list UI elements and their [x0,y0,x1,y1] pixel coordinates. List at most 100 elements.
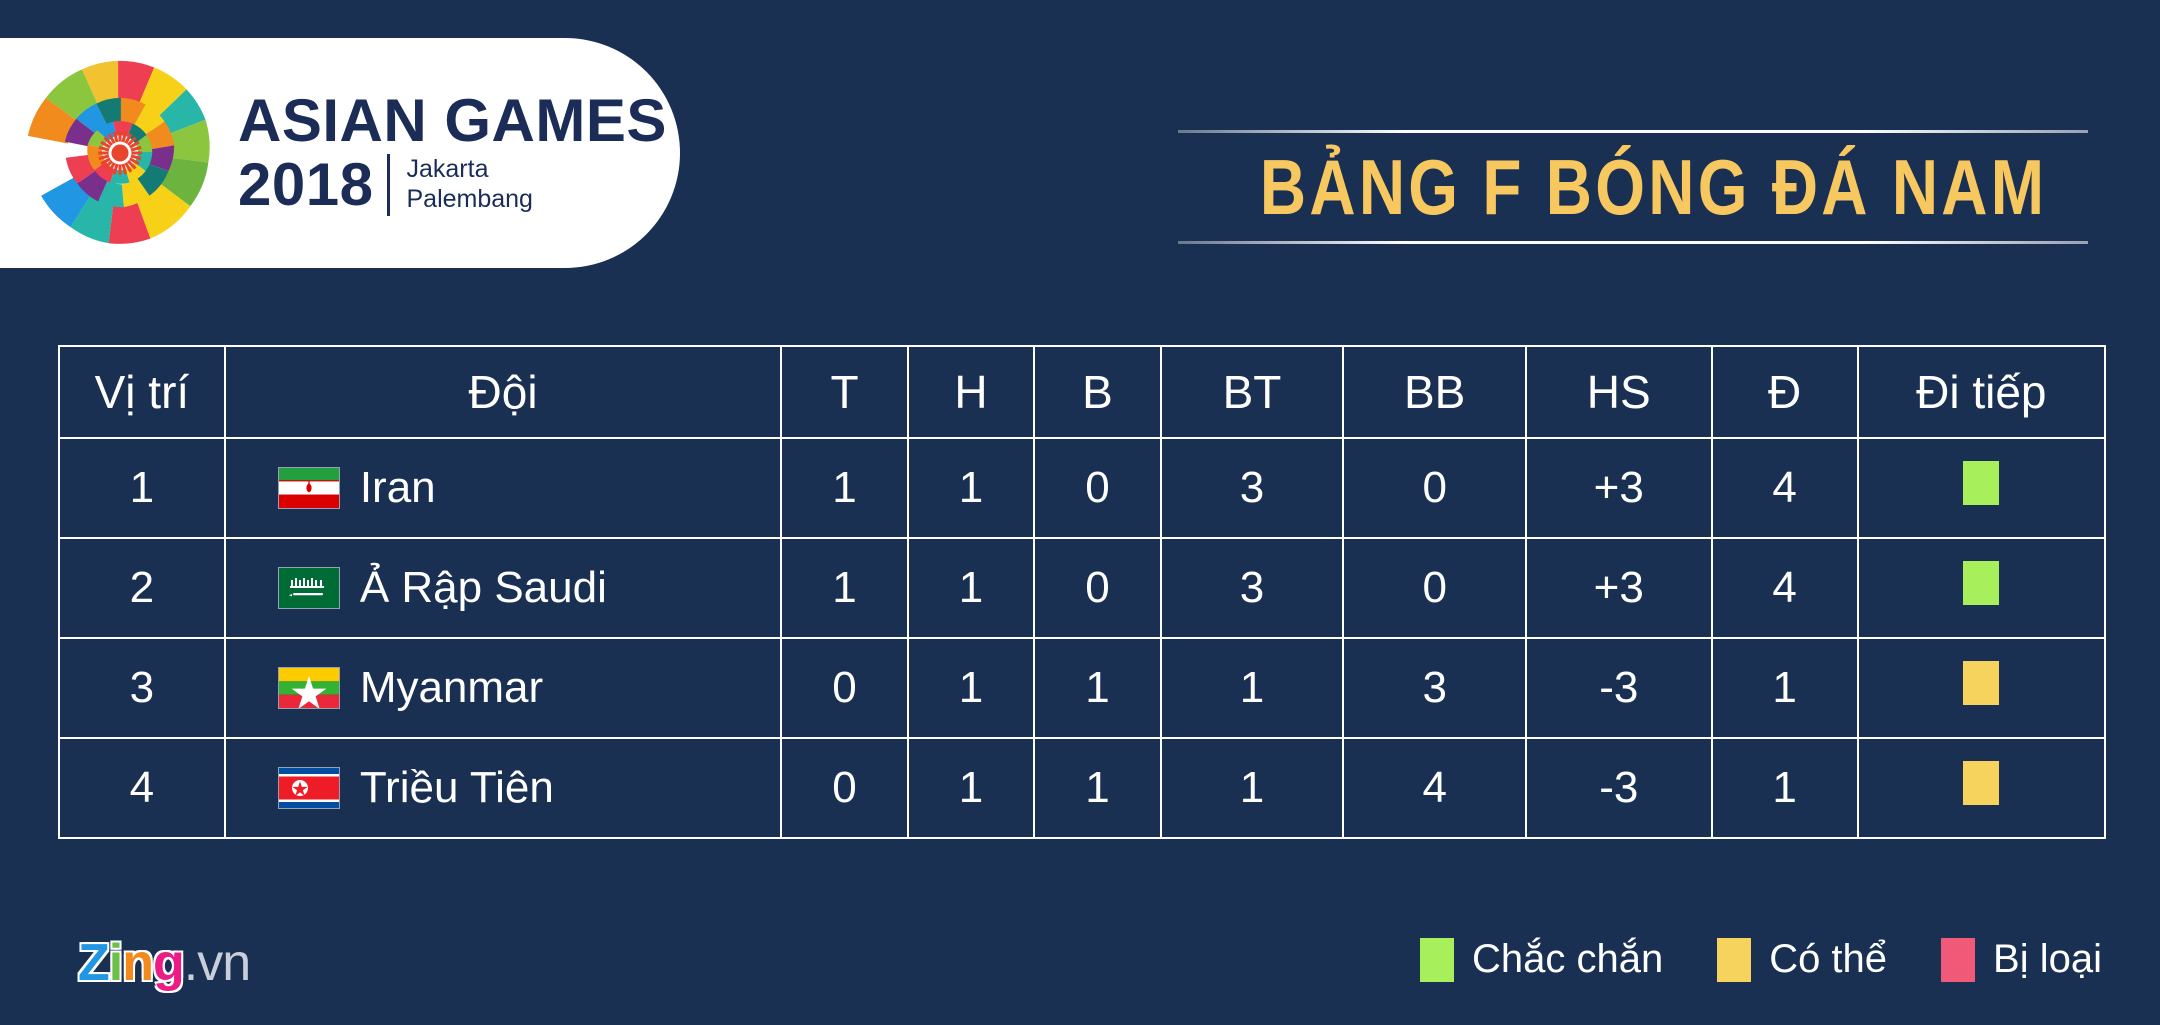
saudi-arabia-flag-icon [277,567,340,609]
logo-city-palembang: Palembang [406,184,533,213]
cell-position: 1 [58,437,226,539]
legend-swatch-eliminated [1941,937,1976,982]
logo-line-asian-games: ASIAN GAMES [238,87,667,155]
north-korea-flag-icon [277,767,340,809]
column-header-goals-against: BB [1342,345,1528,439]
logo-year: 2018 [238,151,374,218]
legend-item-qualified: Chắc chắn [1419,937,1664,982]
cell-team: Triều Tiên [223,737,783,839]
cell-losses: 1 [1033,637,1162,739]
cell-advance-status [1856,437,2107,539]
myanmar-flag-icon [277,667,340,709]
column-header-goal-diff: HS [1525,345,1713,439]
legend-label-eliminated: Bị loại [1993,937,2102,981]
legend-swatch-qualified [1419,937,1454,982]
column-header-advance: Đi tiếp [1856,345,2107,439]
cell-goal-diff: +3 [1525,537,1713,639]
cell-wins: 1 [780,437,909,539]
cell-team: Myanmar [223,637,783,739]
cell-draws: 1 [906,637,1036,739]
cell-team: Iran [223,437,783,539]
zing-domain-suffix: .vn [183,934,251,992]
table-row: 3 Myanmar [58,637,2107,739]
legend: Chắc chắn Có thể Bị loại [1419,937,2102,982]
cell-goals-against: 3 [1342,637,1528,739]
title-rule-bottom [1178,240,2088,244]
cell-losses: 0 [1033,437,1162,539]
cell-losses: 0 [1033,537,1162,639]
logo-city-jakarta: Jakarta [406,155,489,184]
cell-advance-status [1856,737,2107,839]
cell-position: 3 [58,637,226,739]
cell-advance-status [1856,637,2107,739]
zing-vn-logo[interactable]: Zing.vn [78,933,251,993]
table-row: 4 T [58,737,2107,839]
asian-games-sunburst-icon [20,58,220,248]
cell-goals-against: 0 [1342,437,1528,539]
cell-points: 1 [1710,737,1859,839]
cell-points: 1 [1710,637,1859,739]
cell-wins: 0 [780,737,909,839]
cell-team: Ả Rập Saudi [223,537,783,639]
cell-goals-for: 1 [1159,737,1345,839]
zing-letter-i: i [108,934,123,992]
cell-position: 4 [58,737,226,839]
status-badge-possible [1963,760,2000,805]
legend-label-possible: Có thể [1769,937,1888,981]
standings-table-wrap: Vị trí Đội T H B BT BB HS Đ Đi tiếp 1 [58,345,2107,839]
cell-draws: 1 [906,537,1036,639]
zing-letter-n: n [122,934,154,992]
title-block: BẢNG F BÓNG ĐÁ NAM [1178,130,2088,244]
page-title: BẢNG F BÓNG ĐÁ NAM [1259,143,2048,231]
cell-goals-for: 3 [1159,537,1345,639]
cell-points: 4 [1710,537,1859,639]
column-header-position: Vị trí [58,345,226,439]
cell-wins: 0 [780,637,909,739]
cell-goals-against: 4 [1342,737,1528,839]
team-name: Triều Tiên [359,763,554,812]
column-header-points: Đ [1710,345,1859,439]
asian-games-wordmark: ASIAN GAMES 2018 Jakarta Palembang [238,87,667,218]
table-row: 1 [58,437,2107,539]
status-badge-qualified [1963,460,2000,505]
cell-draws: 1 [906,737,1036,839]
column-header-team: Đội [223,345,783,439]
cell-draws: 1 [906,437,1036,539]
cell-goal-diff: -3 [1525,737,1713,839]
team-name: Myanmar [359,663,544,712]
table-row: 2 [58,537,2107,639]
standings-table: Vị trí Đội T H B BT BB HS Đ Đi tiếp 1 [58,345,2107,839]
cell-goal-diff: -3 [1525,637,1713,739]
zing-letter-g: g [152,934,185,992]
sun-emblem [98,131,142,175]
legend-label-qualified: Chắc chắn [1471,937,1664,981]
team-name: Ả Rập Saudi [359,563,607,612]
zing-letter-z: Z [78,934,110,992]
legend-item-eliminated: Bị loại [1941,937,2102,982]
logo-divider [387,153,391,216]
cell-advance-status [1856,537,2107,639]
column-header-wins: T [780,345,909,439]
iran-flag-icon [277,467,340,509]
cell-goals-for: 3 [1159,437,1345,539]
footer: Zing.vn Chắc chắn Có thể Bị loại [0,915,2160,1025]
legend-swatch-possible [1717,937,1752,982]
status-badge-qualified [1963,560,2000,605]
column-header-losses: B [1033,345,1162,439]
status-badge-possible [1963,660,2000,705]
table-header-row: Vị trí Đội T H B BT BB HS Đ Đi tiếp [58,345,2107,439]
cell-losses: 1 [1033,737,1162,839]
title-rule-top [1178,130,2088,133]
asian-games-logo-panel: ASIAN GAMES 2018 Jakarta Palembang [0,38,680,268]
cell-goals-for: 1 [1159,637,1345,739]
cell-points: 4 [1710,437,1859,539]
cell-goals-against: 0 [1342,537,1528,639]
team-name: Iran [359,463,436,512]
column-header-goals-for: BT [1159,345,1345,439]
cell-wins: 1 [780,537,909,639]
cell-position: 2 [58,537,226,639]
column-header-draws: H [906,345,1036,439]
legend-item-possible: Có thể [1717,937,1887,982]
cell-goal-diff: +3 [1525,437,1713,539]
